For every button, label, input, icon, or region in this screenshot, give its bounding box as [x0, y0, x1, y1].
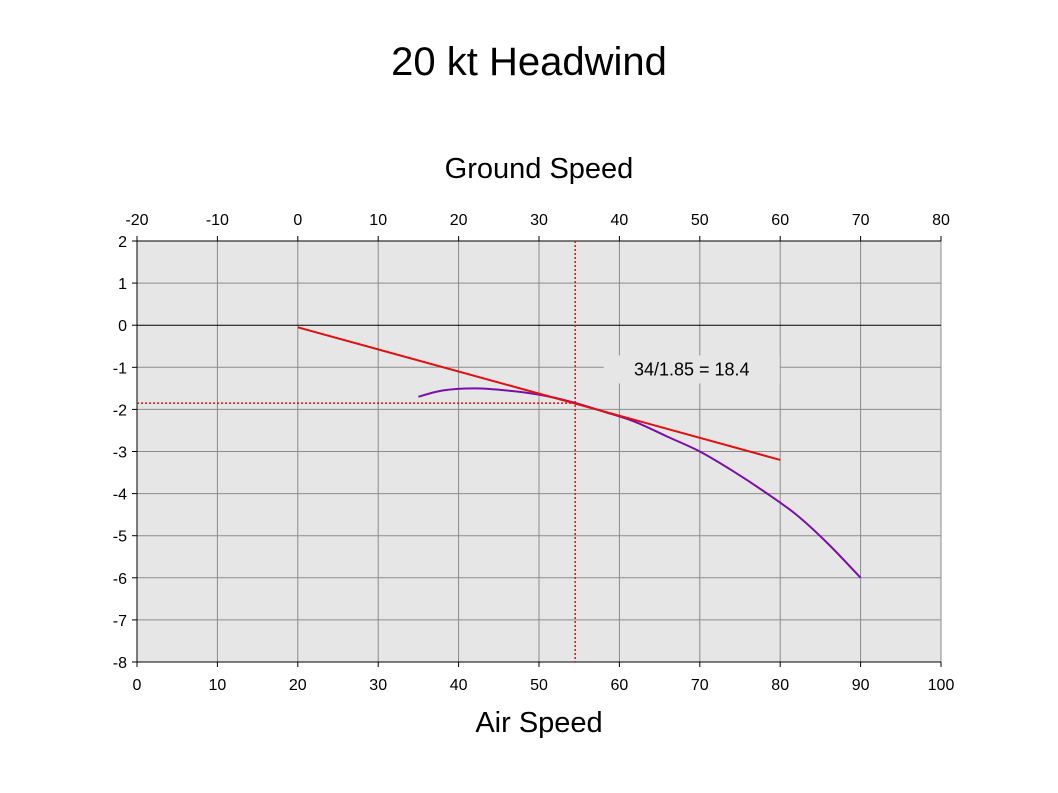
series-group: [297, 326, 862, 579]
reference-lines: [137, 241, 576, 662]
y-tick-label: -4: [113, 487, 127, 504]
slide-title: 20 kt Headwind: [391, 40, 667, 84]
top-tick-label: 70: [852, 212, 870, 229]
top-tick-label: 0: [293, 212, 302, 229]
series-tangent-line: [297, 326, 781, 461]
top-tick-label: 40: [611, 212, 629, 229]
y-tick-label: -2: [113, 402, 127, 419]
y-tick-label: -7: [113, 613, 127, 630]
y-tick-label: -1: [113, 360, 127, 377]
x-tick-label: 90: [852, 677, 870, 694]
y-tick-label: 2: [118, 234, 127, 251]
top-tick-label: -20: [125, 212, 148, 229]
y-tick-label: 0: [118, 318, 127, 335]
series-curve: [418, 387, 862, 579]
top-tick-label: 80: [932, 212, 950, 229]
y-tick-label: -3: [113, 445, 127, 462]
annotation-label: 34/1.85 = 18.4: [634, 359, 750, 379]
y-tick-label: -5: [113, 529, 127, 546]
x-axis-title: Air Speed: [475, 707, 602, 739]
x-tick-label: 80: [771, 677, 789, 694]
x-tick-label: 50: [530, 677, 548, 694]
x-tick-label: 10: [209, 677, 227, 694]
top-tick-label: 20: [450, 212, 468, 229]
x-tick-label: 20: [289, 677, 307, 694]
top-tick-label: 60: [771, 212, 789, 229]
x-tick-label: 70: [691, 677, 709, 694]
x-tick-label: 30: [369, 677, 387, 694]
top-tick-label: -10: [206, 212, 229, 229]
top-tick-label: 50: [691, 212, 709, 229]
tick-labels: 0 10 20 30 40 50 60 70 80 90 100-20 -10 0 10 20 30 40 50 6…: [113, 212, 955, 694]
y-tick-label: -6: [113, 571, 127, 588]
x-tick-label: 0: [133, 677, 142, 694]
x-tick-label: 40: [450, 677, 468, 694]
x-tick-label: 60: [611, 677, 629, 694]
y-tick-label: -8: [113, 655, 127, 672]
top-tick-label: 10: [369, 212, 387, 229]
x-tick-label: 100: [928, 677, 955, 694]
top-tick-label: 30: [530, 212, 548, 229]
top-axis-title: Ground Speed: [445, 153, 634, 185]
annotation-background: [603, 355, 780, 384]
y-tick-label: 1: [118, 276, 127, 293]
